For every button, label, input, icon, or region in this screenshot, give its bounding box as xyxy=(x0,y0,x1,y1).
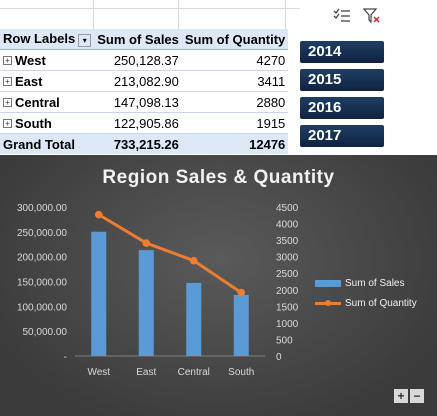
legend-item-quantity: Sum of Quantity xyxy=(315,293,417,313)
pivot-table: Row Labels ▾ Sum of Sales Sum of Quantity… xyxy=(0,29,289,154)
chart-plot-area: - 50,000.00 100,000.00 150,000.00 200,000.00… xyxy=(17,203,299,378)
legend-item-sales: Sum of Sales xyxy=(315,273,417,293)
row-label: South xyxy=(15,115,52,131)
y-axis-tick-label: 50,000.00 xyxy=(23,327,68,338)
y-axis-tick-label: - xyxy=(64,352,67,363)
y-axis-tick-label: 100,000.00 xyxy=(17,302,67,313)
legend-bar-swatch xyxy=(315,279,341,287)
quantity-point xyxy=(189,256,198,265)
row-labels-header-text: Row Labels xyxy=(3,31,76,47)
column-gridline xyxy=(285,0,286,30)
secondary-y-axis-tick-label: 500 xyxy=(276,335,293,346)
quantity-line xyxy=(97,213,243,294)
secondary-y-axis-tick-label: 2000 xyxy=(276,286,299,297)
secondary-y-axis-tick-label: 2500 xyxy=(276,269,299,280)
row-label: Central xyxy=(15,94,60,110)
x-axis-tick-label: Central xyxy=(178,367,210,378)
secondary-y-axis-tick-label: 3500 xyxy=(276,236,299,247)
chart-legend: Sum of Sales Sum of Quantity xyxy=(315,273,417,313)
filter-dropdown-button[interactable]: ▾ xyxy=(78,33,92,47)
slicer-item-2017[interactable]: 2017 xyxy=(300,125,384,147)
row-label-cell[interactable]: + Central xyxy=(0,91,95,113)
row-labels-header[interactable]: Row Labels ▾ xyxy=(0,29,95,50)
zoom-out-button[interactable]: − xyxy=(410,389,424,403)
grand-total-row: Grand Total 733,215.26 12476 xyxy=(0,133,289,154)
sum-of-sales-header: Sum of Sales xyxy=(94,29,182,50)
quantity-value: 1915 xyxy=(181,112,289,134)
table-row: + South 122,905.86 1915 xyxy=(0,112,289,134)
secondary-y-axis-tick-label: 1500 xyxy=(276,302,299,313)
sales-bar xyxy=(138,250,154,356)
quantity-value: 4270 xyxy=(181,49,289,71)
y-axis-tick-label: 250,000.00 xyxy=(17,228,67,239)
sales-bar xyxy=(91,231,107,356)
sales-value: 147,098.13 xyxy=(94,91,182,113)
slicer-item-2014[interactable]: 2014 xyxy=(300,41,384,63)
sales-value: 213,082.90 xyxy=(94,70,182,92)
y-axis-tick-label: 300,000.00 xyxy=(17,203,67,214)
row-label: West xyxy=(15,52,46,68)
quantity-value: 3411 xyxy=(181,70,289,92)
row-label-cell[interactable]: + West xyxy=(0,49,95,71)
row-label-cell[interactable]: + South xyxy=(0,112,95,134)
expand-icon[interactable]: + xyxy=(3,118,12,128)
expand-icon[interactable]: + xyxy=(3,76,12,86)
expand-icon[interactable]: + xyxy=(3,97,12,107)
slicer-toolbar xyxy=(333,8,381,24)
table-row: + West 250,128.37 4270 xyxy=(0,49,289,71)
grand-total-label: Grand Total xyxy=(0,133,95,154)
x-axis-tick-label: East xyxy=(136,367,156,378)
row-gridline xyxy=(0,8,300,9)
secondary-y-axis-tick-label: 1000 xyxy=(276,319,299,330)
x-axis-tick-label: West xyxy=(87,367,110,378)
secondary-y-axis-tick-label: 4000 xyxy=(276,220,299,231)
sales-bar xyxy=(186,282,202,356)
clear-filter-icon[interactable] xyxy=(363,8,381,24)
sales-bar xyxy=(233,294,249,356)
column-gridline xyxy=(93,0,94,30)
quantity-value: 2880 xyxy=(181,91,289,113)
pivot-chart[interactable]: Region Sales & Quantity - 50,000.00 100,00… xyxy=(0,155,437,416)
legend-label: Sum of Quantity xyxy=(345,297,417,309)
row-label-cell[interactable]: + East xyxy=(0,70,95,92)
pivot-header-row: Row Labels ▾ Sum of Sales Sum of Quantity xyxy=(0,29,289,50)
sales-value: 122,905.86 xyxy=(94,112,182,134)
grand-total-sales: 733,215.26 xyxy=(94,133,182,154)
quantity-point xyxy=(142,239,151,247)
slicer-item-2015[interactable]: 2015 xyxy=(300,69,384,91)
y-axis-tick-label: 200,000.00 xyxy=(17,253,67,264)
legend-label: Sum of Sales xyxy=(345,277,405,289)
table-row: + Central 147,098.13 2880 xyxy=(0,91,289,113)
secondary-y-axis-tick-label: 0 xyxy=(276,352,282,363)
sum-of-quantity-header: Sum of Quantity xyxy=(181,29,289,50)
table-row: + East 213,082.90 3411 xyxy=(0,70,289,92)
slicer-item-2016[interactable]: 2016 xyxy=(300,97,384,119)
legend-line-swatch xyxy=(315,299,341,306)
sales-value: 250,128.37 xyxy=(94,49,182,71)
zoom-in-button[interactable]: + xyxy=(394,389,408,403)
row-label: East xyxy=(15,73,43,89)
zoom-controls: + − xyxy=(394,389,424,403)
chart-title: Region Sales & Quantity xyxy=(102,167,335,188)
column-gridline xyxy=(178,0,179,30)
expand-icon[interactable]: + xyxy=(3,55,12,65)
y-axis-tick-label: 150,000.00 xyxy=(17,278,67,289)
multi-select-icon[interactable] xyxy=(333,8,351,24)
quantity-point xyxy=(94,210,103,219)
secondary-y-axis-tick-label: 4500 xyxy=(276,203,299,214)
secondary-y-axis-tick-label: 3000 xyxy=(276,253,299,264)
grand-total-quantity: 12476 xyxy=(181,133,289,154)
x-axis-tick-label: South xyxy=(228,367,254,378)
quantity-point xyxy=(237,288,246,297)
